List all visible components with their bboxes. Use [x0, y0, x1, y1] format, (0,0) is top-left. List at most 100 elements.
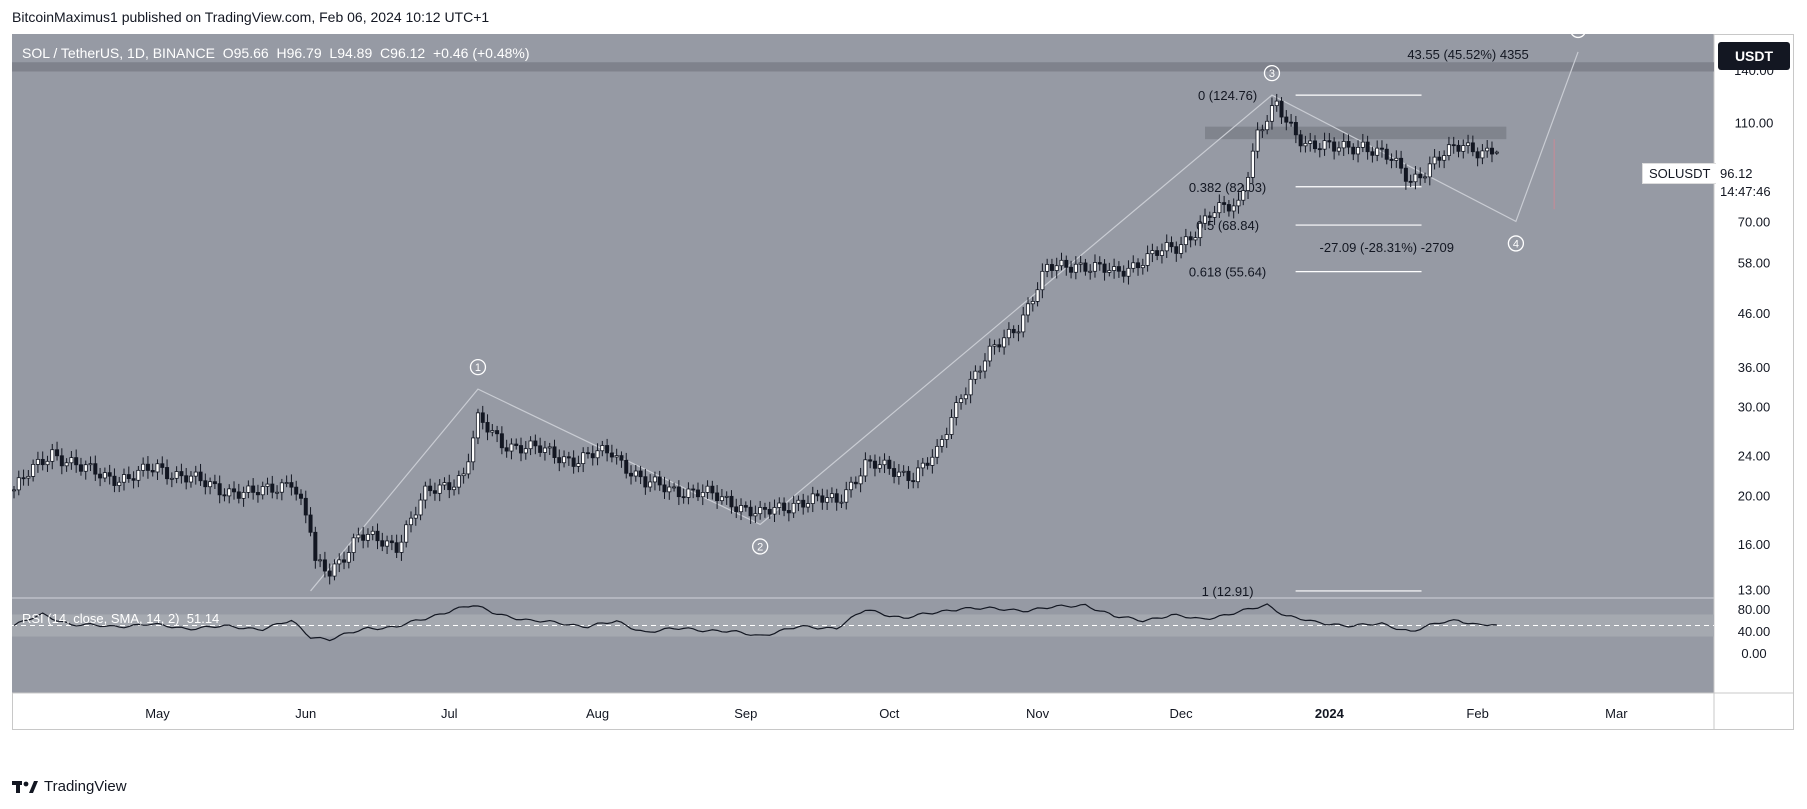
measure-annotation: -27.09 (-28.31%) -2709: [1320, 240, 1454, 255]
candle-body: [480, 412, 485, 423]
candle-body: [1475, 151, 1480, 159]
price-tick-label: 110.00: [1735, 116, 1774, 131]
candle-body: [1456, 144, 1461, 152]
candle-body: [1437, 156, 1442, 161]
currency-button[interactable]: USDT: [1718, 42, 1790, 70]
candle-body: [394, 542, 399, 553]
candle-body: [1489, 147, 1494, 155]
rsi-tick-label: 80.00: [1738, 602, 1771, 617]
candle-body: [973, 370, 978, 380]
wave-label-circle: [1569, 21, 1587, 39]
candle-body: [1035, 289, 1040, 302]
fib-level-label: 1 (12.91): [1202, 584, 1254, 599]
candle-body: [715, 492, 720, 502]
candle-body: [743, 505, 748, 508]
candle-body: [1255, 129, 1260, 152]
candle-body: [1308, 140, 1313, 144]
candle-body: [901, 470, 906, 473]
candle-body: [1485, 147, 1490, 152]
candle-body: [700, 492, 705, 498]
candle-body: [1002, 337, 1007, 348]
candle-body: [1030, 301, 1035, 305]
time-tick-label: May: [145, 706, 170, 721]
candle-body: [542, 447, 547, 453]
candle-body: [916, 467, 921, 483]
candle-body: [1236, 199, 1241, 207]
candle-body: [198, 471, 203, 482]
candle-body: [174, 471, 179, 479]
candle-body: [590, 453, 595, 459]
candle-body: [820, 495, 825, 503]
candle-body: [1241, 190, 1246, 201]
candle-body: [1145, 253, 1150, 266]
candle-body: [1088, 270, 1093, 273]
candle-body: [447, 482, 452, 491]
low-label: L: [329, 45, 338, 61]
candle-body: [1006, 328, 1011, 339]
candle-body: [1049, 264, 1054, 271]
time-tick-label: Mar: [1605, 706, 1628, 721]
candle-body: [1480, 150, 1485, 159]
candle-body: [122, 474, 127, 483]
candle-body: [337, 559, 342, 565]
candle-body: [1293, 122, 1298, 136]
candle-body: [404, 524, 409, 543]
candle-body: [997, 344, 1002, 348]
candle-body: [767, 508, 772, 515]
close-value: 96.12: [390, 45, 426, 61]
candle-body: [1494, 151, 1499, 154]
candle-body: [566, 456, 571, 459]
wave-label-4: 4: [1513, 238, 1519, 250]
candle-body: [858, 475, 863, 485]
candle-body: [1059, 259, 1064, 267]
candle-body: [1226, 204, 1231, 212]
symbol-price-tag: SOLUSDT: [1642, 163, 1718, 184]
candle-body: [1461, 145, 1466, 152]
candle-body: [1265, 120, 1270, 131]
candle-body: [471, 437, 476, 463]
candle-body: [1073, 263, 1078, 273]
price-pane[interactable]: [12, 34, 1714, 598]
candle-body: [232, 488, 237, 493]
candle-body: [126, 474, 131, 480]
candle-body: [1116, 266, 1121, 272]
candle-body: [719, 496, 724, 502]
candle-body: [1174, 246, 1179, 254]
footer-brand[interactable]: TradingView: [12, 778, 127, 795]
candle-body: [322, 559, 327, 572]
high-label: H: [276, 45, 287, 61]
candle-body: [1384, 148, 1389, 160]
candle-body: [313, 531, 318, 561]
close-label: C: [380, 45, 391, 61]
candle-body: [896, 471, 901, 477]
candle-body: [729, 495, 734, 508]
candle-body: [255, 491, 260, 496]
candle-body: [1179, 244, 1184, 254]
candle-body: [303, 497, 308, 516]
rsi-pane[interactable]: [12, 598, 1714, 693]
time-tick-label: Sep: [734, 706, 757, 721]
candle-body: [829, 493, 834, 499]
rsi-title: RSI (14, close, SMA, 14, 2): [22, 611, 180, 626]
candle-body: [786, 510, 791, 514]
candle-body: [327, 570, 332, 577]
candle-body: [475, 412, 480, 439]
candle-body: [1155, 250, 1160, 256]
candle-body: [523, 448, 528, 454]
candle-body: [1341, 141, 1346, 149]
candle-body: [935, 445, 940, 458]
candle-body: [963, 394, 968, 400]
candle-body: [35, 458, 40, 465]
time-tick-label: Jul: [441, 706, 458, 721]
candle-body: [519, 445, 524, 454]
candle-body: [380, 540, 385, 547]
candle-body: [1207, 215, 1212, 218]
resistance-zone: [12, 62, 1714, 72]
candle-body: [887, 459, 892, 469]
candle-body: [1408, 180, 1413, 183]
candle-body: [275, 491, 280, 494]
price-tick-label: 16.00: [1738, 537, 1771, 552]
candle-body: [260, 486, 265, 496]
candle-body: [609, 452, 614, 458]
